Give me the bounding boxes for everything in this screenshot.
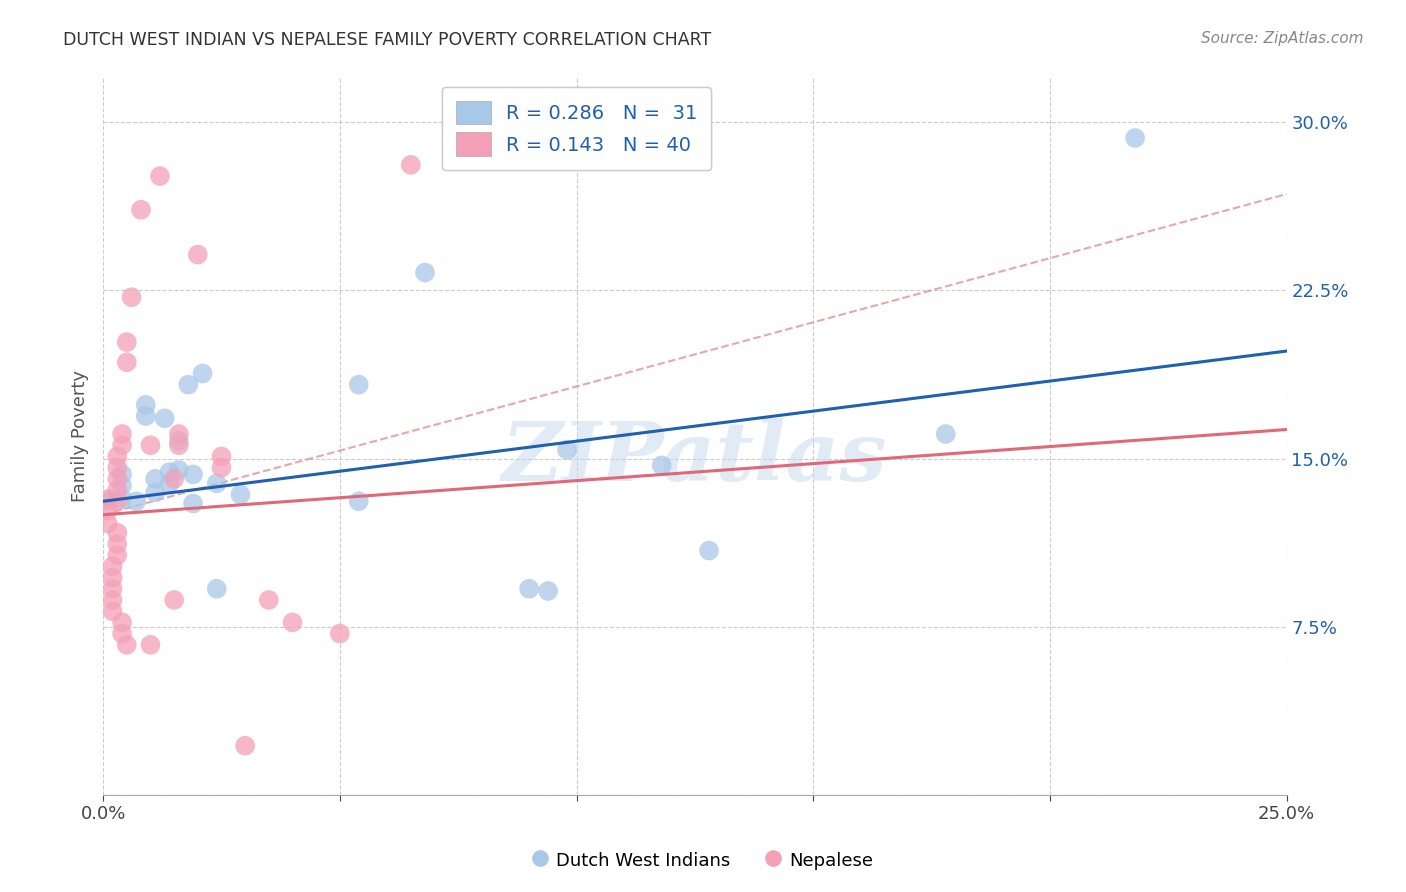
Point (211, 460, 233, 475)
Legend: R = 0.286   N =  31, R = 0.143   N = 40: R = 0.286 N = 31, R = 0.143 N = 40 (441, 87, 711, 169)
Point (97, 516, 120, 531)
Point (205, 582, 228, 596)
Point (105, 483, 128, 497)
Point (399, 158, 422, 172)
Point (135, 409, 157, 423)
Point (97, 491, 120, 506)
Point (139, 638, 162, 652)
Point (105, 460, 128, 475)
Point (167, 463, 190, 477)
Point (115, 355, 138, 369)
Point (191, 367, 214, 381)
Point (257, 593, 280, 607)
Point (167, 434, 190, 448)
Point (149, 169, 172, 183)
Point (167, 438, 190, 452)
Text: ZIPatlas: ZIPatlas (502, 417, 887, 498)
Point (111, 427, 134, 442)
Point (101, 604, 124, 618)
Point (111, 478, 134, 492)
Point (97, 494, 120, 508)
Point (105, 472, 128, 486)
Point (143, 485, 166, 500)
Point (205, 476, 228, 491)
Point (347, 494, 370, 508)
Point (105, 494, 128, 508)
Point (537, 584, 560, 599)
Text: Source: ZipAtlas.com: Source: ZipAtlas.com (1201, 31, 1364, 46)
Point (97, 503, 120, 517)
Point (163, 472, 186, 486)
Point (111, 626, 134, 640)
Point (101, 559, 124, 574)
Point (697, 543, 720, 558)
Point (157, 465, 180, 479)
Point (935, 427, 957, 442)
Point (135, 398, 157, 412)
Point (139, 438, 162, 452)
Point (347, 377, 370, 392)
Point (229, 487, 252, 501)
Point (555, 442, 578, 457)
Point (111, 491, 134, 506)
Point (115, 638, 138, 652)
Point (517, 582, 540, 596)
Text: DUTCH WEST INDIAN VS NEPALESE FAMILY POVERTY CORRELATION CHART: DUTCH WEST INDIAN VS NEPALESE FAMILY POV… (63, 31, 711, 49)
Point (181, 467, 204, 482)
Point (153, 411, 176, 425)
Point (111, 615, 134, 630)
Point (101, 570, 124, 584)
Point (105, 525, 128, 540)
Point (1123, 131, 1146, 145)
Point (143, 472, 166, 486)
Point (163, 593, 186, 607)
Point (181, 496, 204, 510)
Point (129, 202, 152, 217)
Point (211, 450, 233, 464)
Point (125, 494, 148, 508)
Y-axis label: Family Poverty: Family Poverty (72, 370, 89, 502)
Point (105, 548, 128, 562)
Legend: Dutch West Indians, Nepalese: Dutch West Indians, Nepalese (524, 842, 882, 879)
Point (233, 739, 256, 753)
Point (177, 377, 200, 392)
Point (105, 450, 128, 464)
Point (105, 537, 128, 551)
Point (101, 593, 124, 607)
Point (651, 458, 673, 473)
Point (115, 334, 138, 349)
Point (167, 427, 190, 442)
Point (187, 247, 209, 261)
Point (111, 467, 134, 482)
Point (329, 626, 352, 640)
Point (413, 266, 436, 280)
Point (157, 476, 180, 491)
Point (281, 615, 304, 630)
Point (111, 438, 134, 452)
Point (101, 582, 124, 596)
Point (121, 290, 143, 304)
